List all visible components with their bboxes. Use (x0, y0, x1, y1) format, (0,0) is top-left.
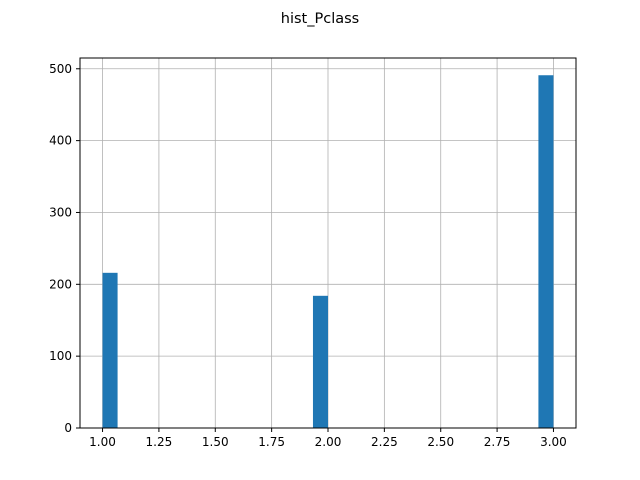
y-tick-label-0: 0 (64, 421, 72, 435)
x-tick-label-7: 2.75 (484, 435, 511, 449)
x-tick-label-5: 2.25 (371, 435, 398, 449)
y-tick-label-2: 200 (49, 277, 72, 291)
y-tick-label-3: 300 (49, 205, 72, 219)
bar-1 (312, 295, 328, 428)
x-tick-label-8: 3.00 (540, 435, 567, 449)
x-tick-label-4: 2.00 (315, 435, 342, 449)
x-tick-label-1: 1.25 (146, 435, 173, 449)
x-tick-label-3: 1.75 (258, 435, 285, 449)
bars (102, 75, 554, 428)
y-tick-label-1: 100 (49, 349, 72, 363)
x-tick-label-0: 1.00 (89, 435, 116, 449)
bar-2 (538, 75, 554, 428)
chart-title: hist_Pclass (281, 11, 359, 27)
axis-ticks: 1.00 1.25 1.50 1.75 2.00 2.25 2.50 2.75 3.00 0 100… (49, 62, 567, 449)
x-tick-label-6: 2.50 (427, 435, 454, 449)
bar-0 (102, 272, 118, 428)
y-tick-label-5: 500 (49, 62, 72, 76)
x-tick-label-2: 1.50 (202, 435, 229, 449)
y-tick-label-4: 400 (49, 134, 72, 148)
